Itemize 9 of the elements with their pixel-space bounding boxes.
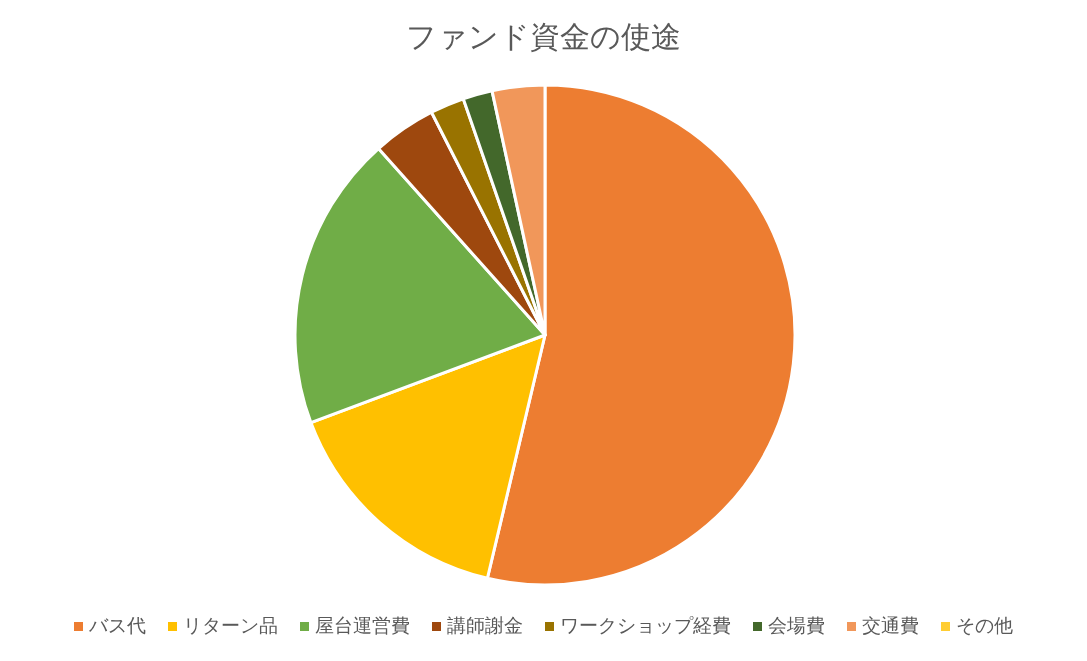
chart-title: ファンド資金の使途	[406, 19, 681, 54]
legend-label: バス代	[88, 614, 146, 636]
legend-label: リターン品	[183, 614, 278, 636]
legend-label: ワークショップ経費	[560, 614, 731, 636]
legend-label: その他	[956, 614, 1013, 636]
legend-label: 会場費	[768, 614, 825, 636]
legend-label: 屋台運営費	[315, 614, 410, 636]
legend-label: 講師謝金	[447, 614, 523, 636]
legend-label: 交通費	[862, 614, 919, 636]
